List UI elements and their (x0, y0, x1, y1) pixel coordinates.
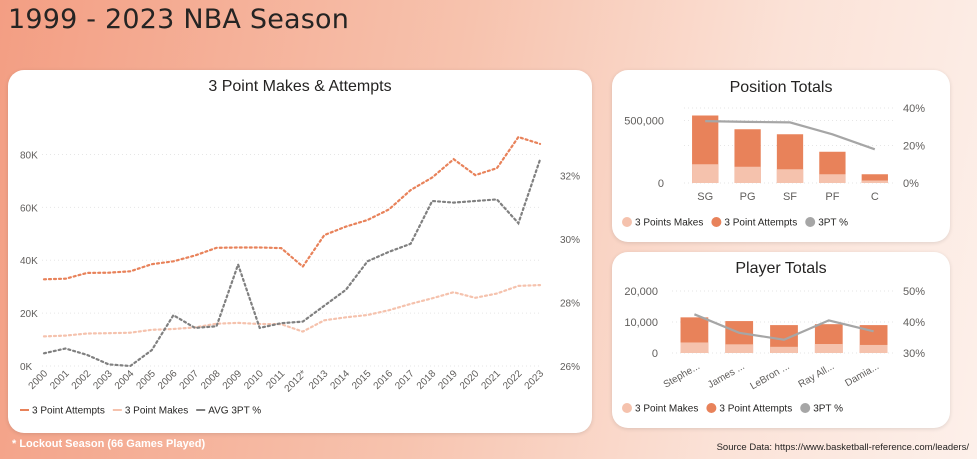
player-totals-title: Player Totals (735, 260, 827, 277)
x-tick-label: 2004 (113, 368, 137, 392)
bar-attempts-c (861, 174, 888, 183)
x-tick-label: 2010 (242, 368, 266, 392)
legend-label-3-point-attempts: 3 Point Attempts (724, 218, 797, 229)
makes-attempts-chart: 0K20K40K60K80K26%28%30%32%20002001200220… (20, 135, 580, 417)
player-totals-chart: 0 10,000 20,000 30% 40% 50% Stephe... James ...… (622, 286, 925, 415)
position-totals-chart: 0 500,000 0% 20% 40% SG PG SF PF C 3 Points Makes 3… (622, 103, 925, 229)
x-tick-label: SF (783, 191, 797, 203)
y-tick-label: 20K (20, 309, 38, 320)
series-line-3-point-makes (42, 284, 542, 338)
y-tick-label: 20,000 (624, 286, 658, 298)
y2-tick-label: 40% (903, 103, 925, 115)
x-tick-label: 2001 (48, 368, 72, 392)
y-tick-label: 0K (20, 362, 33, 373)
x-tick-label: 2007 (178, 368, 202, 392)
y2-tick-label: 26% (560, 362, 580, 373)
bar-makes-lebron (770, 346, 798, 353)
y2-tick-label: 28% (560, 299, 580, 310)
x-tick-label: 2021 (479, 368, 503, 392)
legend-label-3-point-makes: 3 Point Makes (125, 406, 188, 417)
y2-tick-label: 30% (560, 235, 580, 246)
y2-tick-label: 20% (903, 141, 925, 153)
series-line-3pt (693, 313, 874, 341)
y2-tick-label: 30% (903, 348, 925, 360)
legend-swatch-3-point-attempts (706, 403, 717, 413)
x-tick-label: 2018 (415, 368, 439, 392)
bar-makes-pg (734, 166, 761, 183)
legend-swatch-3-point-makes (622, 403, 632, 413)
x-tick-label: 2012* (283, 368, 309, 394)
legend-label-3pt: 3PT % (813, 404, 843, 415)
x-tick-label: James ... (706, 361, 747, 391)
legend-label-3-point-attempts: 3 Point Attempts (32, 406, 105, 417)
makes-attempts-card: 3 Point Makes & Attempts 0K 20K 40K 60K 80K 2… (8, 70, 592, 433)
y-tick-label: 0 (658, 178, 664, 190)
player-totals-card: Player Totals 0 10,000 20,000 30% 40% 50% Step… (612, 252, 950, 428)
x-tick-label: C (871, 191, 879, 203)
series-line-3-point-attempts (42, 135, 542, 281)
x-tick-label: 2008 (199, 368, 223, 392)
legend-label-3-point-makes: 3 Point Makes (635, 404, 698, 415)
y2-tick-label: 50% (903, 286, 925, 298)
legend-label-avg-3pt: AVG 3PT % (208, 406, 261, 417)
bar-makes-c (861, 180, 888, 183)
y-tick-label: 500,000 (624, 116, 664, 128)
bar-makes-ray-all (814, 344, 843, 353)
y-tick-label: 10,000 (624, 317, 658, 329)
y-tick-label: 80K (20, 150, 38, 161)
legend-label-3pt: 3PT % (818, 218, 848, 229)
bar-makes-james (725, 344, 754, 353)
makes-attempts-title: 3 Point Makes & Attempts (208, 78, 392, 95)
x-tick-label: 2013 (307, 368, 331, 392)
y-tick-label: 0 (652, 348, 658, 360)
legend-swatch-3-points-makes (622, 217, 632, 227)
x-tick-label: 2014 (329, 368, 353, 392)
series-line-avg-3pt (42, 158, 542, 368)
y-tick-label: 40K (20, 256, 38, 267)
lockout-footnote: * Lockout Season (66 Games Played) (12, 438, 206, 450)
legend-swatch-3-point-attempts (711, 217, 722, 227)
bar-makes-sf (776, 169, 804, 183)
bar-makes-damia (859, 344, 888, 353)
y2-tick-label: 0% (903, 178, 919, 190)
y2-tick-label: 32% (560, 172, 580, 183)
x-tick-label: 2016 (372, 368, 396, 392)
x-tick-label: 2005 (134, 368, 158, 392)
x-tick-label: LeBron ... (748, 361, 791, 392)
y-tick-label: 60K (20, 203, 38, 214)
x-tick-label: 2006 (156, 368, 180, 392)
x-tick-label: SG (697, 191, 713, 203)
legend-label-3-point-attempts: 3 Point Attempts (719, 404, 792, 415)
legend-label-3-points-makes: 3 Points Makes (635, 218, 703, 229)
legend-swatch-3pt (805, 217, 816, 227)
bar-makes-pf (819, 174, 846, 183)
legend-swatch-3pt (800, 403, 811, 413)
x-tick-label: 2017 (393, 368, 417, 392)
page-title: 1999 - 2023 NBA Season (8, 4, 350, 35)
y2-tick-label: 40% (903, 317, 925, 329)
position-totals-card: Position Totals 0 500,000 0% 20% 40% SG PG SF PF… (612, 70, 950, 242)
x-tick-label: 2015 (350, 368, 374, 392)
x-tick-label: 2022 (501, 368, 525, 392)
x-tick-label: PG (740, 191, 756, 203)
x-tick-label: 2002 (70, 368, 94, 392)
x-tick-label: Damia... (843, 361, 881, 389)
x-tick-label: Stephe... (662, 361, 702, 391)
bar-makes-sg (692, 164, 719, 183)
x-tick-label: Ray All... (797, 361, 837, 390)
x-tick-label: 2020 (458, 368, 482, 392)
bar-makes-stephe (680, 342, 709, 353)
series-line-3pt (705, 120, 876, 151)
x-tick-label: 2009 (221, 368, 245, 392)
x-tick-label: 2023 (523, 368, 547, 392)
position-totals-title: Position Totals (729, 79, 833, 96)
source-note: Source Data: https://www.basketball-refe… (716, 442, 969, 453)
x-tick-label: 2019 (436, 368, 460, 392)
x-tick-label: 2003 (91, 368, 115, 392)
x-tick-label: PF (825, 191, 839, 203)
